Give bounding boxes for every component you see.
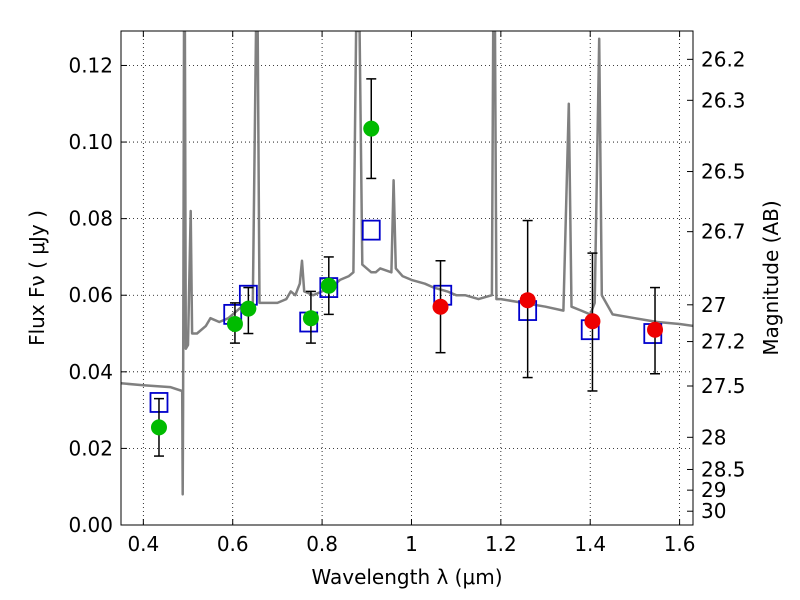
spectrum bbox=[121, 31, 693, 496]
y-tick-label: 0.06 bbox=[68, 283, 113, 307]
x-tick-label: 1 bbox=[405, 532, 418, 556]
right-tick-label: 26.2 bbox=[701, 47, 746, 71]
observed-point-red bbox=[647, 321, 664, 338]
y-tick-label: 0.02 bbox=[68, 436, 113, 460]
right-tick-label: 26.5 bbox=[701, 160, 746, 184]
right-tick-label: 26.3 bbox=[701, 88, 746, 112]
observed-point-red bbox=[519, 292, 536, 309]
y-tick-label: 0.00 bbox=[68, 513, 113, 537]
observed-point-green bbox=[320, 277, 337, 294]
x-axis-title: Wavelength λ (μm) bbox=[311, 565, 502, 589]
observed-points bbox=[150, 78, 664, 457]
right-tick-label: 27 bbox=[701, 293, 726, 317]
model-box-marker bbox=[361, 219, 381, 241]
y-tick-label: 0.08 bbox=[68, 207, 113, 231]
observed-point-green bbox=[226, 315, 243, 332]
x-tick-label: 0.8 bbox=[306, 532, 338, 556]
y-tick-label: 0.04 bbox=[68, 360, 113, 384]
observed-point-green bbox=[302, 310, 319, 327]
spectrum-line bbox=[121, 31, 693, 496]
observed-point-red bbox=[584, 313, 601, 330]
right-tick-label: 26.7 bbox=[701, 220, 746, 244]
axis-ticks: 0.4 0.6 0.8 1 1.2 1.4 1.6 0.00 0.02 0.04 0.06 0.08 0… bbox=[68, 31, 746, 556]
x-tick-label: 1.4 bbox=[574, 532, 606, 556]
y-tick-label: 0.10 bbox=[68, 130, 113, 154]
observed-point-red bbox=[432, 298, 449, 315]
right-tick-label: 30 bbox=[701, 499, 726, 523]
right-tick-label: 29 bbox=[701, 478, 726, 502]
observed-point-green bbox=[363, 120, 380, 137]
x-tick-label: 1.6 bbox=[664, 532, 696, 556]
y-tick-label: 0.12 bbox=[68, 53, 113, 77]
right-tick-label: 27.5 bbox=[701, 374, 746, 398]
right-tick-label: 28.5 bbox=[701, 457, 746, 481]
right-tick-label: 27.2 bbox=[701, 330, 746, 354]
observed-point-green bbox=[240, 300, 257, 317]
x-tick-label: 0.4 bbox=[127, 532, 159, 556]
right-axis-title: Magnitude (AB) bbox=[759, 200, 783, 355]
x-tick-label: 1.2 bbox=[485, 532, 517, 556]
right-tick-label: 28 bbox=[701, 425, 726, 449]
observed-point-green bbox=[150, 419, 167, 436]
y-axis-title: Flux Fν ( μJy ) bbox=[25, 210, 49, 346]
plot-frame bbox=[120, 30, 694, 526]
x-tick-label: 0.6 bbox=[217, 532, 249, 556]
model-boxes bbox=[149, 219, 663, 413]
